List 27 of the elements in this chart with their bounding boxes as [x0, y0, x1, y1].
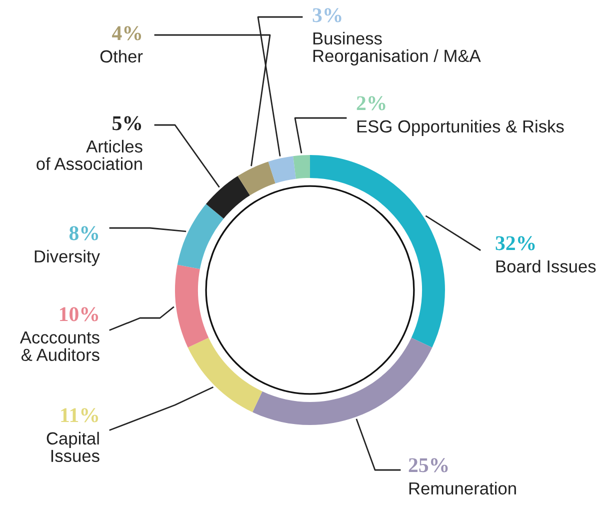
- slice-label: Business Reorganisation / M&A: [313, 32, 481, 66]
- data-label: 3%: [312, 8, 342, 22]
- slice-label: Other: [100, 50, 143, 63]
- donut-slice: [252, 338, 432, 425]
- slice-label: Acccounts & Auditors: [20, 331, 100, 362]
- data-label: 10%: [60, 307, 98, 322]
- data-label: 8%: [69, 226, 98, 240]
- donut-slice: [206, 176, 250, 219]
- data-label: 2%: [356, 96, 386, 110]
- slice-label: Capital Issues: [46, 432, 100, 462]
- donut-slice: [268, 156, 296, 184]
- slice-label: Diversity: [34, 250, 100, 266]
- data-label: 5%: [112, 116, 142, 130]
- donut-slice: [293, 155, 310, 179]
- slice-label: Articles of Association: [36, 140, 142, 170]
- data-label: 25%: [408, 458, 448, 472]
- data-label: 4%: [112, 26, 142, 40]
- donut-slice: [238, 162, 276, 196]
- donut-slice: [310, 155, 445, 348]
- donut-slice: [175, 264, 209, 348]
- donut-slice: [177, 204, 224, 270]
- donut-slice: [188, 338, 262, 412]
- slice-label: ESG Opportunities & Risks: [357, 120, 564, 136]
- slice-label: Remuneration: [409, 482, 516, 495]
- data-label: 11%: [61, 408, 98, 422]
- data-label: 32%: [496, 236, 535, 250]
- slice-label: Board Issues: [496, 260, 596, 273]
